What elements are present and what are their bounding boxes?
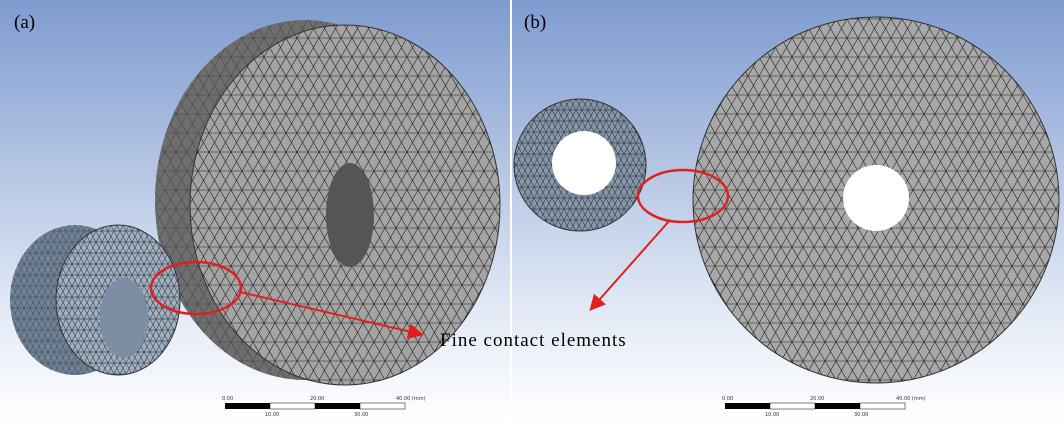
panel-b: (b) 0.00 20.00 40.00 (mm) 10.00 30.00 <box>512 0 1064 423</box>
ring-hole <box>552 131 616 195</box>
panel-a: (a) 0.00 20.00 40.00 (mm) 10.00 30.00 <box>0 0 510 423</box>
scale-label: 30.00 <box>854 412 868 418</box>
annotation: Fine contact elements <box>440 330 627 351</box>
scale-label: 30.00 <box>354 412 368 418</box>
scale-label: 20.00 <box>310 396 324 402</box>
scale-segment <box>315 403 360 409</box>
scale-label: 40.00 (mm) <box>896 396 926 402</box>
scale-segment <box>725 403 770 409</box>
disk-hole <box>843 165 909 231</box>
scale-segment <box>225 403 270 409</box>
scale-segment <box>270 403 315 409</box>
scale-label: 40.00 (mm) <box>396 396 426 402</box>
scale-segment <box>770 403 815 409</box>
figure: (a) 0.00 20.00 40.00 (mm) 10.00 30.00 (b… <box>0 0 1064 423</box>
scale-label: 0.00 <box>222 396 233 402</box>
scale-label: 10.00 <box>265 412 279 418</box>
scale-label: 20.00 <box>810 396 824 402</box>
scale-label: 0.00 <box>722 396 733 402</box>
scale-label: 10.00 <box>765 412 779 418</box>
panel-label: (b) <box>524 12 546 33</box>
ring-hole <box>100 278 148 358</box>
scale-segment <box>860 403 905 409</box>
scale-segment <box>815 403 860 409</box>
panel-label: (a) <box>14 12 35 33</box>
disk-hole <box>326 163 374 267</box>
scale-segment <box>360 403 405 409</box>
